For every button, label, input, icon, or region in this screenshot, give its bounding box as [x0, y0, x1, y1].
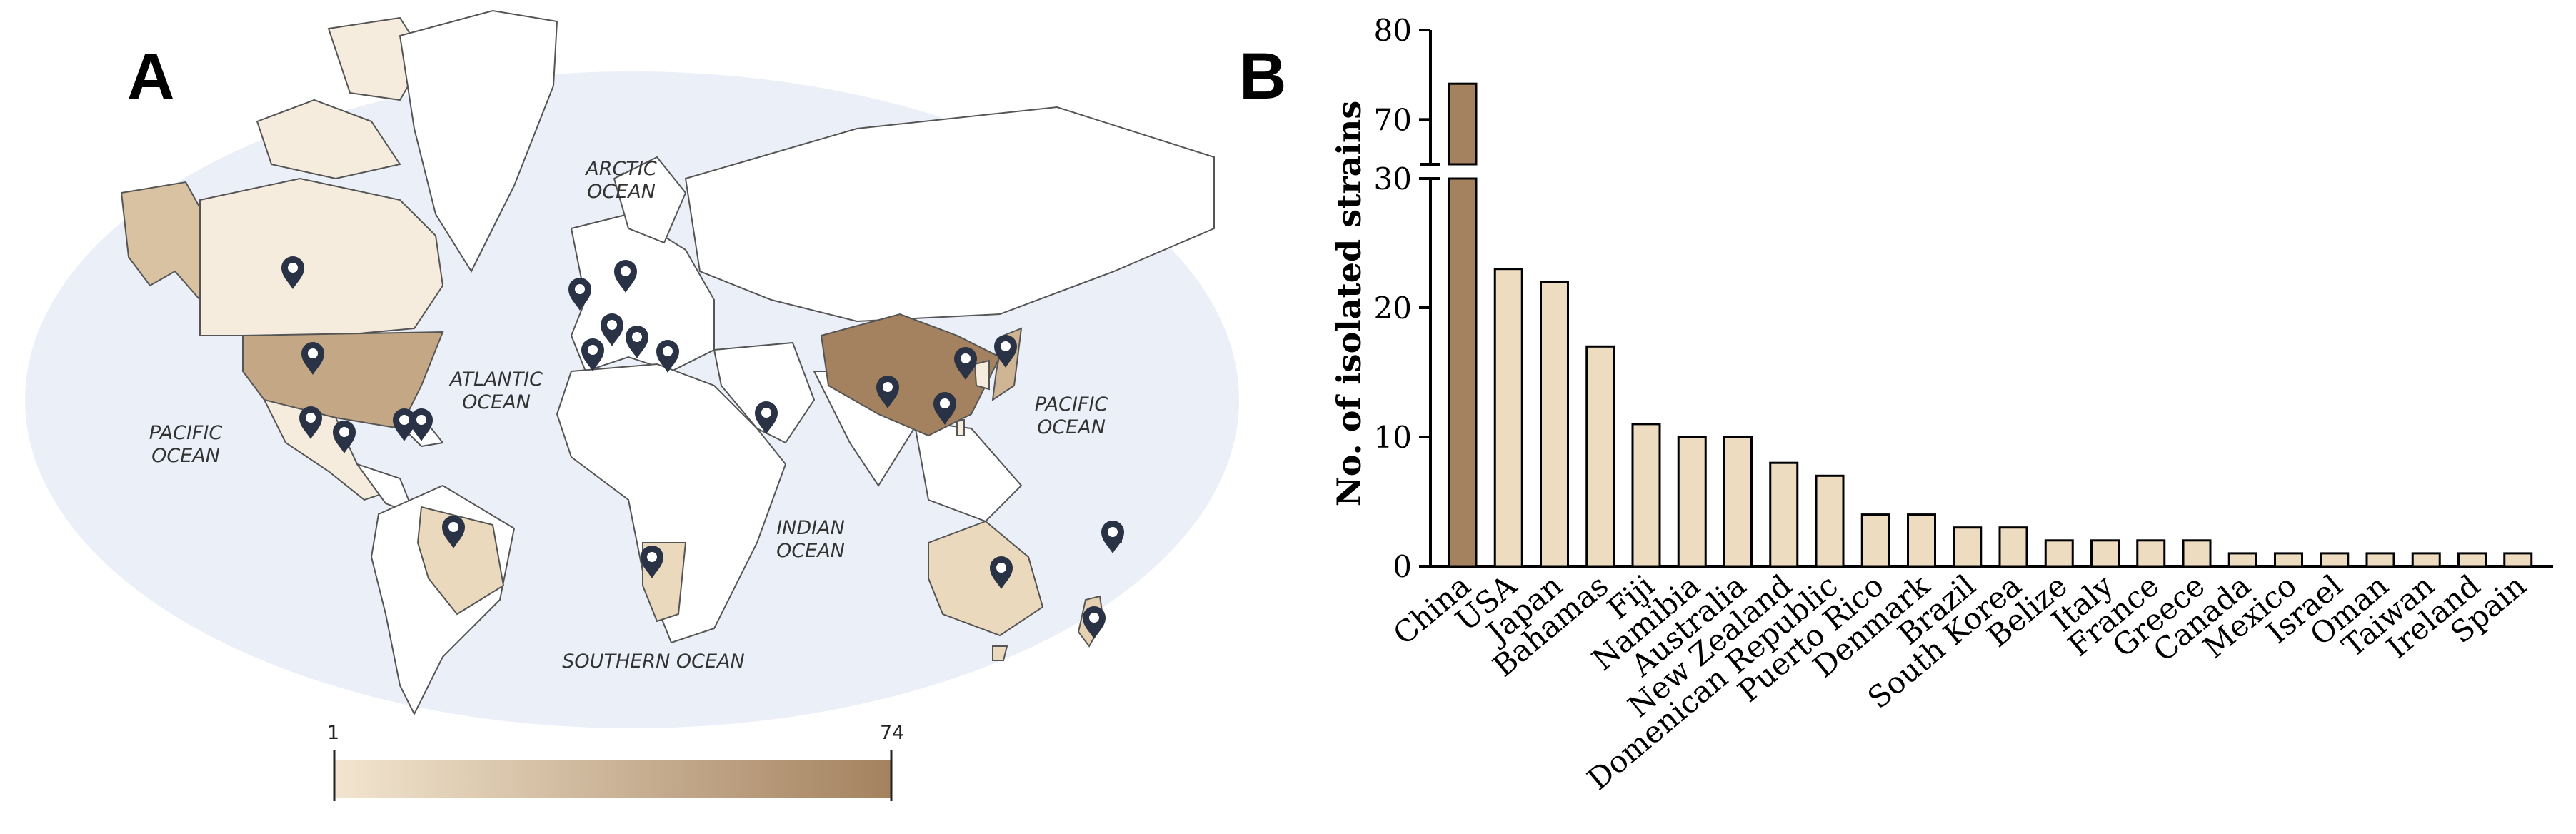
map-pin-icon [876, 376, 899, 408]
panel-label-a: A [127, 40, 175, 113]
bar-australia [1723, 436, 1753, 568]
ocean-label-indian: OCEAN [776, 540, 845, 562]
color-scale-bar [334, 760, 891, 798]
x-axis-tick-labels: ChinaUSAJapanBahamasFijiNamibiaAustralia… [1386, 568, 2532, 797]
ocean-label-arctic: ARCTIC [584, 158, 657, 180]
bar-brazil [1953, 526, 1983, 568]
y-tick-label: 20 [1374, 291, 1412, 326]
bar-fiji [1631, 423, 1661, 568]
landmass-greenland [399, 9, 558, 273]
map-pin-icon [990, 556, 1013, 589]
map-pin-icon [601, 313, 623, 346]
bar-china-lower [1448, 177, 1478, 568]
map-pin-icon [333, 421, 356, 453]
landmass-tasmania [992, 645, 1008, 661]
bar-china-upper [1448, 82, 1478, 166]
bar-oman [2365, 552, 2395, 568]
map-pin-icon [299, 406, 322, 439]
bar-denmark [1907, 513, 1936, 568]
landmass-africa [556, 363, 787, 644]
map-pin-icon [1101, 521, 1124, 553]
country-taiwan [956, 418, 965, 436]
map-pin-icon [442, 516, 465, 548]
country-south-korea [973, 359, 990, 391]
bar-spain [2503, 552, 2533, 568]
bar-israel [2320, 552, 2350, 568]
bar-bahamas [1585, 345, 1615, 568]
bar-domenican-republic [1815, 474, 1845, 568]
map-pin-icon [626, 326, 648, 358]
panel-label-b: B [1239, 40, 1287, 113]
country-usa [242, 331, 444, 430]
landmass-arctic-islands [256, 99, 401, 180]
location-markers [281, 256, 1124, 639]
map-pin-icon [933, 392, 956, 425]
bar-france [2136, 539, 2166, 568]
map-pin-icon [410, 408, 433, 441]
country-alaska [120, 181, 205, 302]
ocean-label-pacific-east: PACIFIC [1035, 393, 1108, 416]
bar-new-zealand [1769, 461, 1799, 568]
color-scale: 1 74 [327, 722, 904, 801]
y-tick-label: 0 [1393, 549, 1412, 584]
ocean-label-atlantic: OCEAN [462, 391, 531, 413]
y-tick-label: 80 [1374, 13, 1412, 48]
y-tick-label: 10 [1374, 420, 1412, 455]
bar-south-korea [1998, 526, 2028, 568]
map-pin-icon [568, 278, 591, 311]
color-scale-max-label: 74 [880, 722, 904, 744]
landmasses [120, 9, 1215, 716]
landmass-scandinavia [613, 156, 687, 244]
map-pin-icon [755, 401, 778, 434]
bar-canada [2227, 552, 2257, 568]
bar-ireland [2457, 552, 2487, 568]
ocean-labels: ARCTICOCEANATLANTICOCEANPACIFICOCEANPACI… [149, 158, 1108, 673]
map-pin-icon [641, 546, 663, 578]
map-pin-icon [393, 408, 416, 441]
ocean-label-atlantic: ATLANTIC [448, 368, 543, 391]
bar-italy [2090, 539, 2120, 568]
ocean-label-pacific-west: OCEAN [151, 445, 220, 467]
landmass-middle-east [713, 341, 816, 444]
country-australia [928, 520, 1044, 637]
color-scale-min-label: 1 [327, 722, 339, 744]
map-pin-icon [614, 260, 637, 293]
bar-namibia [1677, 436, 1707, 568]
map-pin-icon [281, 256, 304, 289]
bar-belize [2044, 539, 2074, 568]
bar-usa [1493, 268, 1523, 568]
landmass-north-asia [684, 106, 1215, 323]
bar-taiwan [2411, 552, 2441, 568]
map-pin-icon [1083, 606, 1106, 639]
bar-puerto-rico [1860, 513, 1890, 568]
map-pin-icon [954, 347, 977, 380]
chart-bars [1448, 82, 2533, 568]
ocean-label-southern: SOUTHERN OCEAN [562, 650, 744, 673]
y-axis-title: No. of isolated strains [1330, 101, 1368, 506]
ocean-label-pacific-west: PACIFIC [149, 422, 223, 444]
y-tick-label: 30 [1374, 161, 1412, 196]
y-tick-label: 70 [1374, 102, 1412, 137]
map-pin-icon [581, 338, 604, 371]
country-brazil [416, 506, 505, 616]
ocean-label-pacific-east: OCEAN [1037, 416, 1106, 438]
bar-greece [2182, 539, 2212, 568]
bar-mexico [2274, 552, 2303, 568]
map-pin-icon [656, 340, 679, 373]
bar-chart: No. of isolated strains 0 10 20 30 70 80 Chin… [1330, 13, 2553, 797]
ocean-label-indian: INDIAN [776, 517, 845, 539]
map-pin-icon [301, 342, 324, 375]
map-pin-icon [994, 335, 1017, 368]
world-map: ARCTICOCEANATLANTICOCEANPACIFICOCEANPACI… [25, 9, 1239, 801]
ocean-label-arctic: OCEAN [587, 181, 656, 203]
country-canada [199, 177, 444, 336]
bar-japan [1540, 281, 1569, 568]
